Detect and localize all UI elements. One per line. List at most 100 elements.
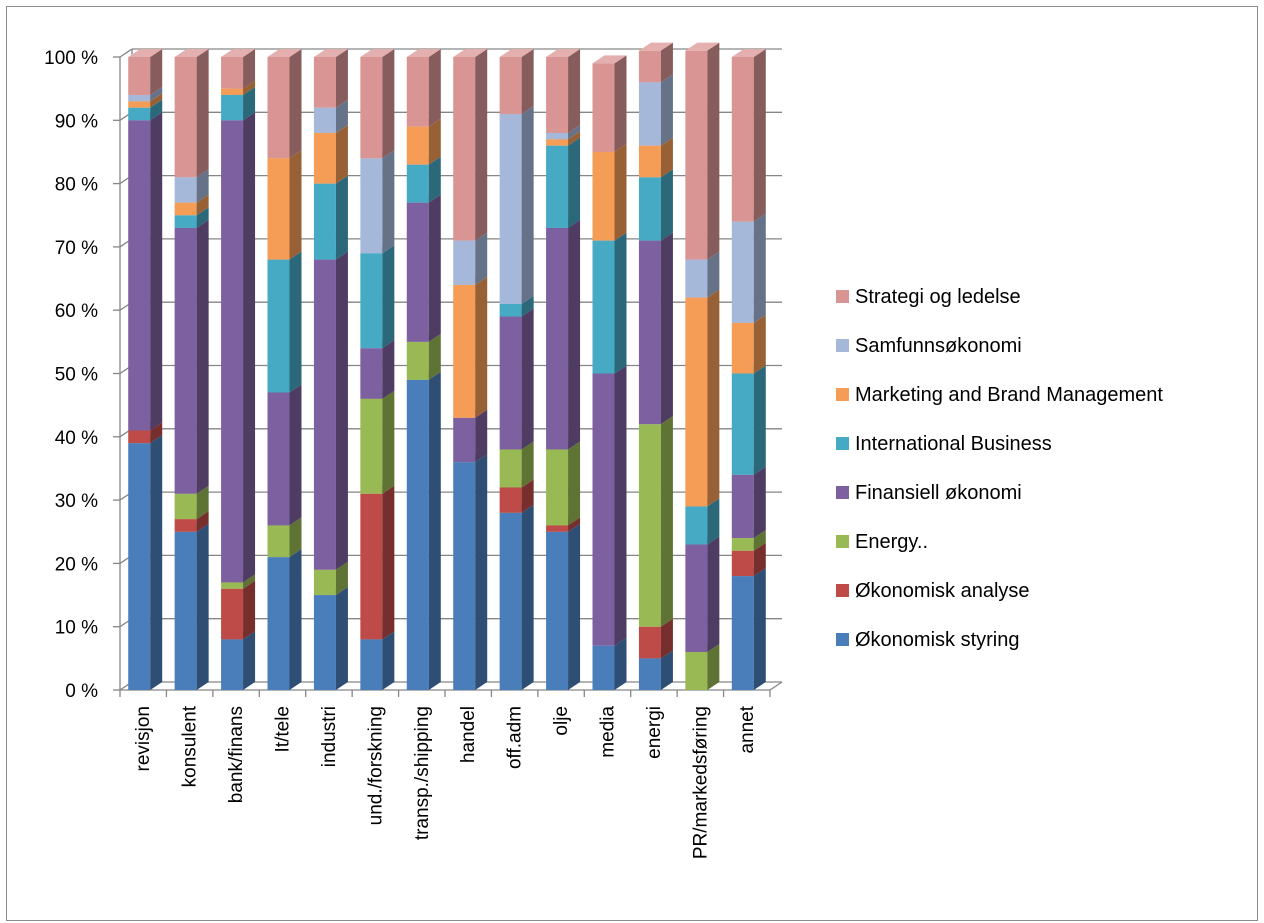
x-tick-label: handel (458, 706, 479, 763)
bar-segment (546, 137, 581, 228)
chart-frame (6, 6, 1258, 921)
bar-segment (128, 112, 163, 431)
bar-segment (174, 523, 209, 690)
bar-segment (267, 384, 302, 526)
x-tick-label: konsulent (180, 705, 201, 787)
bar-segment (453, 49, 488, 241)
bar-segment (685, 42, 720, 260)
legend-item: Økonomisk styring (836, 629, 1020, 651)
bar-segment (546, 523, 581, 690)
bar-segment (360, 49, 395, 159)
bar-segment (499, 49, 534, 114)
bar-segment (221, 631, 256, 690)
y-tick-label: 0 % (65, 681, 98, 702)
gridline-side (119, 48, 133, 58)
bar-segment (499, 504, 534, 690)
bar-segment (546, 441, 581, 526)
bar-segment (546, 49, 581, 133)
x-tick-label: transp./shipping (412, 706, 433, 840)
bar-segment (174, 49, 209, 178)
legend-swatch (836, 486, 849, 499)
y-tick-label: 80 % (55, 175, 98, 196)
bar-segment (731, 49, 766, 222)
bar-segment (638, 74, 673, 146)
bar-segment (313, 49, 348, 108)
legend-label: Strategi og ledelse (855, 286, 1021, 308)
x-tick-label: annet (737, 705, 758, 753)
x-tick-label: off.adm (505, 706, 526, 769)
legend-swatch (836, 437, 849, 450)
legend-item: Strategi og ledelse (836, 286, 1021, 308)
bar-segment (731, 466, 766, 539)
x-tick-label: It/tele (273, 706, 294, 752)
bar-segment (360, 245, 395, 349)
bar-segment (453, 276, 488, 418)
legend-label: Marketing and Brand Management (855, 384, 1163, 406)
x-axis-side (769, 681, 783, 691)
bar-segment (174, 219, 209, 494)
bar-segment (731, 365, 766, 475)
bar-segment (313, 124, 348, 184)
bar-segment (638, 232, 673, 425)
bar-segment (685, 498, 720, 545)
bar-segment (453, 454, 488, 690)
bar-segment (267, 49, 302, 159)
bar-segment (592, 365, 627, 646)
x-tick-label: PR/markedsføring (690, 706, 711, 859)
x-tick-label: bank/finans (226, 706, 247, 803)
bar-segment (267, 251, 302, 393)
axes (113, 49, 783, 697)
legend-swatch (836, 584, 849, 597)
legend-item: Energy.. (836, 531, 928, 553)
bar-segment (592, 55, 627, 152)
bar-segment (638, 618, 673, 659)
legend-swatch (836, 535, 849, 548)
x-tick-label: industri (319, 706, 340, 767)
bar-segment (267, 150, 302, 260)
legend-label: Finansiell økonomi (855, 482, 1022, 504)
bar-segment (731, 213, 766, 323)
bar-segment (360, 631, 395, 690)
bar-segment (406, 371, 441, 690)
bar-segment (360, 485, 395, 640)
bar-segment (731, 568, 766, 690)
bar-segment (221, 112, 256, 583)
bar-segment (638, 42, 673, 83)
bar-segment (499, 308, 534, 450)
y-tick-label: 90 % (55, 111, 98, 132)
legend: Strategi og ledelse Samfunnsøkonomi Market… (836, 286, 1163, 651)
legend-item: Økonomisk analyse (836, 580, 1030, 602)
bar-segment (406, 194, 441, 342)
bar-segment (313, 251, 348, 570)
legend-item: Samfunnsøkonomi (836, 335, 1022, 357)
legend-label: Samfunnsøkonomi (855, 335, 1022, 357)
bar-segment (685, 289, 720, 507)
y-tick-label: 100 % (44, 48, 98, 69)
bar-segment (731, 314, 766, 374)
x-tick-label: und./forskning (365, 706, 386, 825)
bar-segment (592, 232, 627, 374)
y-axis-tick-labels: 0 % 10 % 20 % 30 % 40 % 50 % 60 % 70 % 80 % 90 % 1… (44, 48, 98, 702)
bar-segment (221, 580, 256, 640)
x-tick-label: olje (551, 706, 572, 736)
y-tick-label: 10 % (55, 618, 98, 639)
legend-label: Økonomisk styring (855, 629, 1020, 651)
y-tick-label: 40 % (55, 428, 98, 449)
y-tick-label: 70 % (55, 238, 98, 259)
legend-item: International Business (836, 433, 1052, 455)
y-tick-label: 50 % (55, 365, 98, 386)
bar-segment (267, 549, 302, 690)
legend-swatch (836, 290, 849, 303)
legend-swatch (836, 633, 849, 646)
bar-segment (128, 49, 163, 95)
x-axis-tick-labels: revisjon konsulent bank/finans It/tele indus… (133, 705, 758, 859)
y-tick-label: 60 % (55, 301, 98, 322)
legend-label: International Business (855, 433, 1052, 455)
x-tick-label: media (598, 706, 619, 758)
y-tick-label: 20 % (55, 554, 98, 575)
bar-segment (499, 105, 534, 304)
legend-label: Økonomisk analyse (855, 580, 1030, 602)
bar-segment (313, 587, 348, 690)
legend-swatch (836, 388, 849, 401)
